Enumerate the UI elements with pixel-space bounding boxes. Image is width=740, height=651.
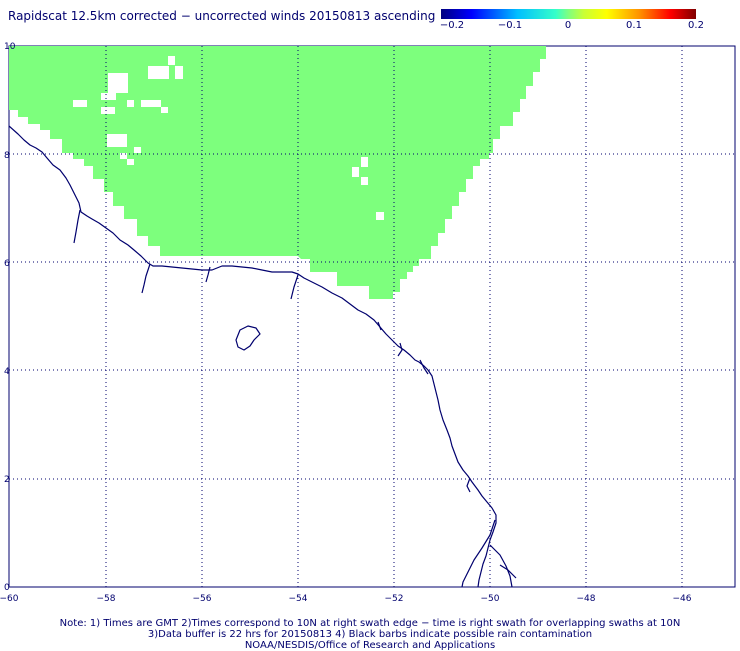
swath-area bbox=[9, 46, 546, 299]
colorbar-tick-label: −0.1 bbox=[497, 20, 523, 31]
y-tick-label: 10 bbox=[4, 42, 16, 52]
swath-gaps bbox=[73, 56, 384, 220]
colorbar-tick-label: 0 bbox=[564, 20, 572, 31]
colorbar-tick-label: 0.2 bbox=[688, 20, 704, 31]
footnote-line-2: 3)Data buffer is 22 hrs for 20150813 4) … bbox=[147, 629, 593, 640]
y-tick-label: 2 bbox=[4, 475, 10, 485]
colorbar-tick-label: −0.2 bbox=[439, 20, 465, 31]
y-tick-label: 6 bbox=[4, 259, 10, 269]
x-tick-label: −52 bbox=[385, 594, 404, 604]
colorbar bbox=[441, 9, 696, 19]
y-tick-label: 8 bbox=[4, 151, 10, 161]
graticule bbox=[9, 46, 735, 587]
y-tick-label: 4 bbox=[4, 367, 10, 377]
coastline bbox=[8, 125, 517, 588]
x-tick-label: −60 bbox=[0, 594, 19, 604]
x-tick-label: −56 bbox=[193, 594, 212, 604]
x-tick-label: −46 bbox=[673, 594, 692, 604]
x-tick-label: −48 bbox=[577, 594, 596, 604]
footnote-line-3: NOAA/NESDIS/Office of Research and Appli… bbox=[244, 640, 496, 651]
x-tick-label: −58 bbox=[97, 594, 116, 604]
footnote-line-1: Note: 1) Times are GMT 2)Times correspon… bbox=[59, 618, 681, 629]
colorbar-tick-label: 0.1 bbox=[626, 20, 642, 31]
y-tick-label: 0 bbox=[4, 583, 10, 593]
map-title: Rapidscat 12.5km corrected − uncorrected… bbox=[8, 9, 436, 23]
x-tick-label: −54 bbox=[289, 594, 308, 604]
x-tick-label: −50 bbox=[481, 594, 500, 604]
axis-labels: −60 −58 −56 −54 −52 −50 −48 −46 0 2 4 6 … bbox=[0, 42, 692, 604]
